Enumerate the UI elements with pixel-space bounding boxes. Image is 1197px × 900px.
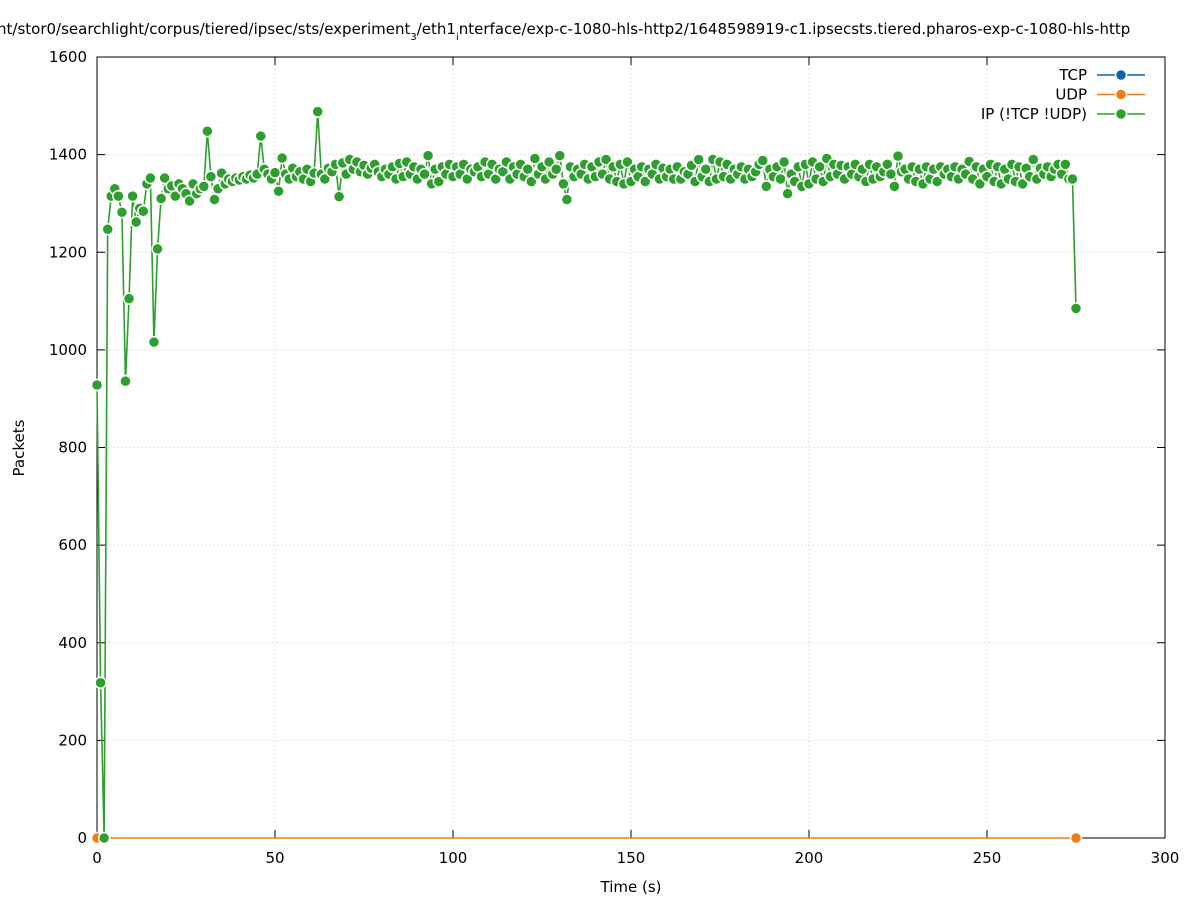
x-tick-label: 100 [439, 849, 468, 867]
legend-swatch [1114, 107, 1128, 121]
data-point [884, 167, 898, 181]
title-part: nt/stor0/searchlight/corpus/tiered/ipsec… [0, 20, 410, 38]
y-tick-label: 400 [58, 634, 87, 652]
data-point [183, 194, 196, 208]
title-part: nterface/exp-c-1080-hls-http2/1648598919… [459, 20, 1131, 38]
title-part: /eth1 [417, 20, 456, 38]
y-axis-label: Packets [10, 419, 28, 476]
x-tick-label: 200 [795, 849, 824, 867]
data-point [154, 192, 168, 205]
x-tick-label: 300 [1151, 849, 1180, 867]
data-point [204, 170, 218, 183]
data-point [122, 292, 136, 305]
data-point [528, 152, 542, 165]
legend-label: UDP [1055, 86, 1087, 104]
data-point [158, 171, 171, 185]
series-line [96, 111, 1077, 839]
chart-title: nt/stor0/searchlight/corpus/tiered/ipsec… [0, 20, 1130, 43]
data-point [144, 171, 157, 185]
data-point [129, 215, 143, 229]
data-point [1027, 153, 1040, 166]
data-point [119, 374, 132, 388]
data-point [760, 180, 773, 193]
legend-label: TCP [1058, 66, 1087, 84]
data-point [973, 177, 987, 191]
y-tick-label: 600 [58, 536, 87, 554]
data-point [777, 155, 791, 169]
data-point [418, 167, 431, 181]
data-point [930, 175, 944, 188]
y-tick-label: 0 [77, 829, 87, 847]
data-point [888, 180, 901, 193]
y-tick-label: 1200 [49, 243, 87, 261]
data-point [90, 378, 104, 392]
data-point [126, 189, 139, 203]
data-point [699, 163, 713, 176]
y-tick-label: 1000 [49, 341, 87, 359]
legend-swatch [1114, 88, 1128, 101]
title-part: i [456, 32, 459, 43]
data-point [272, 184, 285, 198]
y-tick-label: 1600 [49, 48, 87, 66]
data-point [521, 163, 535, 176]
data-point [332, 190, 346, 203]
data-point [147, 335, 161, 349]
data-point [599, 153, 613, 166]
data-point [201, 124, 214, 138]
data-point [553, 149, 567, 162]
data-point [1066, 172, 1079, 186]
x-tick-label: 0 [92, 849, 102, 867]
data-point [197, 180, 211, 193]
x-axis-label: Time (s) [600, 878, 662, 896]
data-point [432, 175, 446, 188]
data-point [560, 193, 574, 206]
data-point [1069, 831, 1083, 845]
data-point [557, 177, 570, 191]
data-point [774, 172, 787, 186]
data-point [692, 153, 705, 166]
data-point [1069, 302, 1083, 315]
data-point [318, 172, 332, 186]
data-point [421, 149, 435, 162]
data-point [525, 175, 538, 188]
data-point [638, 175, 652, 188]
data-point [137, 204, 150, 218]
legend-label: IP (!TCP !UDP) [981, 105, 1087, 123]
data-point [151, 242, 164, 256]
data-point [112, 189, 125, 203]
data-point [549, 163, 563, 176]
data-point [891, 149, 905, 163]
data-point [268, 166, 282, 179]
data-point [756, 154, 769, 167]
data-point [97, 831, 111, 845]
data-point [208, 193, 221, 206]
y-tick-label: 200 [58, 731, 87, 749]
x-tick-label: 250 [973, 849, 1002, 867]
data-point [781, 187, 794, 200]
data-point [621, 155, 634, 169]
data-point [1016, 177, 1029, 191]
data-point [94, 676, 107, 690]
y-tick-label: 1400 [49, 146, 87, 164]
x-tick-label: 150 [617, 849, 646, 867]
data-point [1059, 158, 1072, 171]
data-point [254, 129, 268, 143]
data-point [275, 151, 289, 165]
title-part: 3 [410, 32, 416, 43]
data-point [115, 205, 129, 219]
data-point [311, 105, 324, 118]
y-tick-label: 800 [58, 439, 87, 457]
data-point [813, 160, 826, 174]
x-tick-label: 50 [265, 849, 284, 867]
data-point [101, 223, 114, 236]
data-point [542, 155, 556, 169]
legend-swatch [1114, 68, 1128, 82]
